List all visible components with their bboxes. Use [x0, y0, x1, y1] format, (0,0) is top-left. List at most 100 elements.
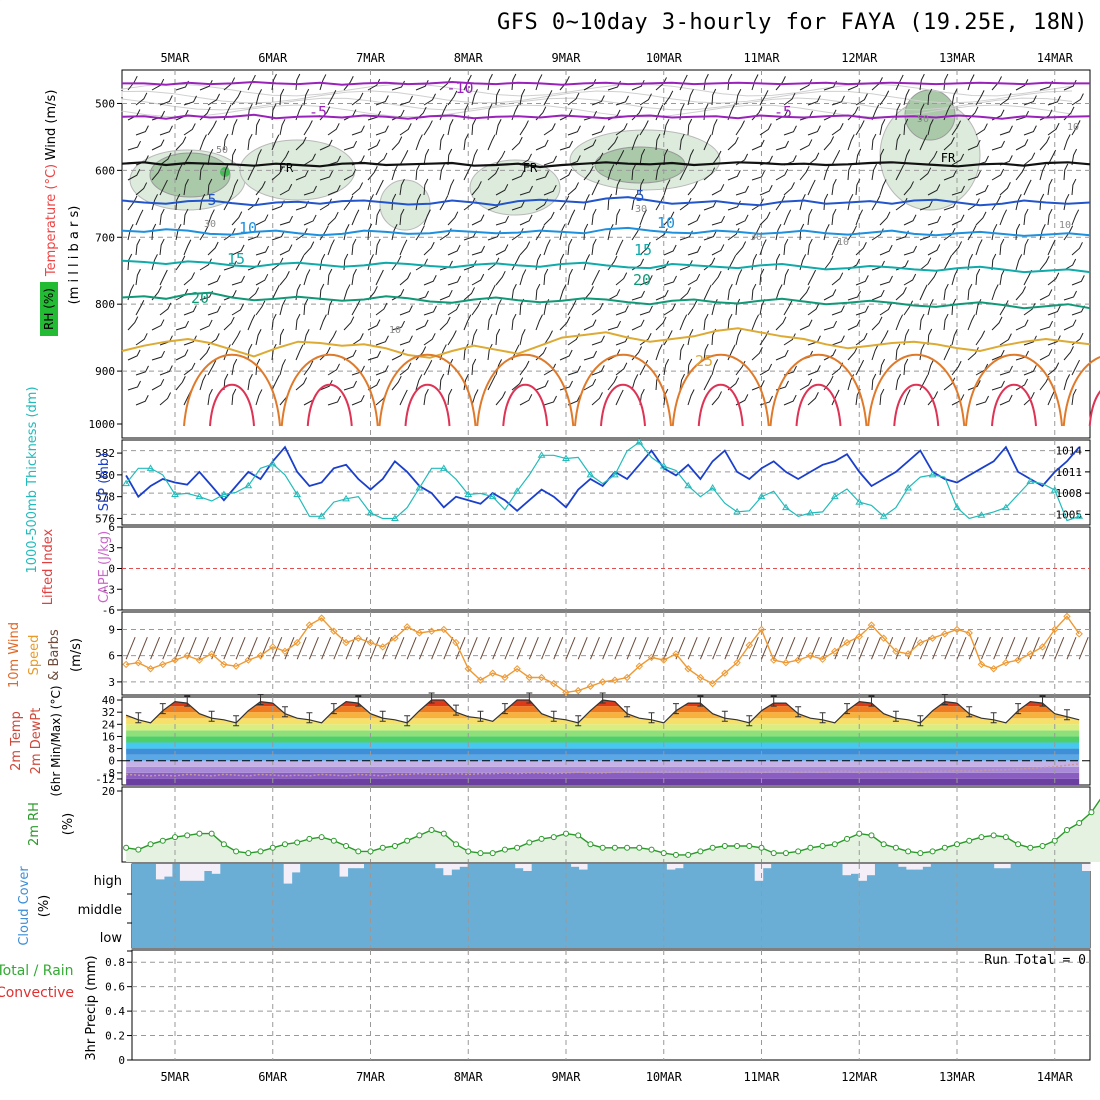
wind-barb: [775, 168, 789, 181]
wind-barb: [327, 395, 341, 406]
wind-barb: [471, 181, 482, 196]
wind-barb: [183, 305, 197, 316]
rh-marker: [1088, 809, 1095, 816]
date-label-bottom: 11MAR: [743, 1070, 780, 1084]
temp-minmax-bar: [330, 703, 337, 715]
wind-barb: [687, 89, 694, 106]
wind-barb: [655, 260, 669, 271]
wind-barb: [871, 104, 880, 121]
wind-barb: [135, 238, 141, 256]
wind-barb: [951, 88, 958, 106]
date-label-bottom: 10MAR: [646, 1070, 683, 1084]
thickness-marker: [342, 494, 350, 502]
wind-speed-marker: [171, 656, 179, 664]
rh-marker: [1076, 819, 1083, 826]
cloud-gap-bar: [858, 864, 867, 881]
wind-barb: [271, 167, 284, 181]
wind-barb: [855, 93, 868, 106]
isotherm-30-loop: [867, 353, 966, 427]
wind-barb: [351, 300, 361, 316]
wind-barb: [759, 363, 773, 376]
thickness-marker: [733, 507, 741, 515]
wind-barb: [447, 388, 453, 406]
wind-barb: [679, 164, 688, 181]
wind-barb: [607, 164, 615, 181]
wind-barb: [687, 118, 693, 136]
temp-band: [126, 760, 1080, 767]
temp-band: [126, 754, 1080, 761]
rh-marker: [734, 843, 741, 850]
wind-barb: [615, 95, 629, 106]
wind-barb: [1071, 209, 1080, 226]
wind-barb: [303, 360, 314, 376]
wind-barb: [247, 74, 256, 91]
wind-barb: [223, 344, 231, 361]
thickness-marker: [391, 514, 399, 521]
wind-barb: [319, 346, 331, 361]
wind-barb: [471, 328, 478, 346]
wind-barb: [1023, 365, 1037, 376]
wind-barb: [375, 365, 389, 376]
wind-barb: [967, 106, 979, 121]
wind-barb: [727, 377, 740, 391]
isotherm-30-loop: [183, 353, 281, 427]
wind-barb: [759, 184, 773, 196]
wind-barb: [399, 123, 412, 136]
surface-wind-barb: [516, 637, 527, 660]
wind-barb: [975, 239, 983, 256]
date-label-top: 6MAR: [258, 51, 288, 65]
wind-barb: [823, 136, 835, 151]
isotherm-label: 20: [633, 271, 651, 289]
lifted-index-tick-label: -6: [102, 604, 115, 617]
cloud-gap-bar: [523, 864, 532, 871]
temp-minmax-bar: [428, 692, 435, 704]
cloud-layer-label: low: [100, 931, 123, 946]
wind-speed-marker: [928, 634, 937, 642]
temp-minmax-bar: [306, 712, 313, 724]
wind-barb: [831, 389, 840, 406]
surface-wind-barb: [174, 637, 185, 660]
wind-barb: [703, 73, 709, 91]
rh-marker: [966, 837, 973, 844]
wind-barb: [391, 288, 405, 301]
wind-barb: [1023, 238, 1029, 256]
slp-tick-label: 1014: [1056, 445, 1083, 458]
surface-wind-barb: [761, 637, 771, 660]
thickness-tick-label: 580: [95, 469, 115, 482]
precip-legend-total-text: Total / Rain: [0, 963, 74, 979]
wind-barb: [519, 360, 530, 376]
wind-barb: [463, 74, 472, 91]
wind-barb: [303, 298, 309, 316]
wind-barb: [519, 269, 527, 286]
wind-barb: [951, 241, 963, 256]
rh-marker: [489, 850, 496, 857]
cloud-gap-bar: [1002, 864, 1011, 869]
wind-barb: [535, 225, 545, 241]
rh-marker: [526, 839, 533, 846]
wind-barb: [319, 106, 331, 121]
wind-barb: [759, 239, 767, 256]
wind-barb: [151, 319, 165, 331]
wind-barb: [607, 224, 614, 241]
wind-barb: [175, 376, 186, 391]
wind-barb: [823, 109, 837, 121]
wind-barb: [375, 238, 381, 256]
wind-barb: [303, 241, 315, 256]
wind-speed-marker: [598, 678, 607, 686]
cloud-gap-bar: [283, 864, 293, 884]
wind-barb: [1015, 319, 1029, 331]
wind-speed-marker: [403, 623, 411, 631]
cloud-gap-bar: [866, 864, 875, 876]
rh-marker: [856, 830, 863, 837]
temp-minmax-bar: [184, 695, 191, 707]
wind-speed-marker: [269, 643, 277, 651]
isotherm-label: -5: [309, 103, 327, 121]
wind-barb: [759, 90, 769, 106]
wind-barb: [1063, 346, 1074, 361]
wind-barb: [495, 328, 501, 346]
wind-barb: [135, 365, 149, 376]
wind-barb: [823, 164, 831, 181]
wind-barb: [519, 120, 529, 136]
wind-barb: [559, 195, 570, 211]
thickness-marker: [757, 492, 766, 500]
